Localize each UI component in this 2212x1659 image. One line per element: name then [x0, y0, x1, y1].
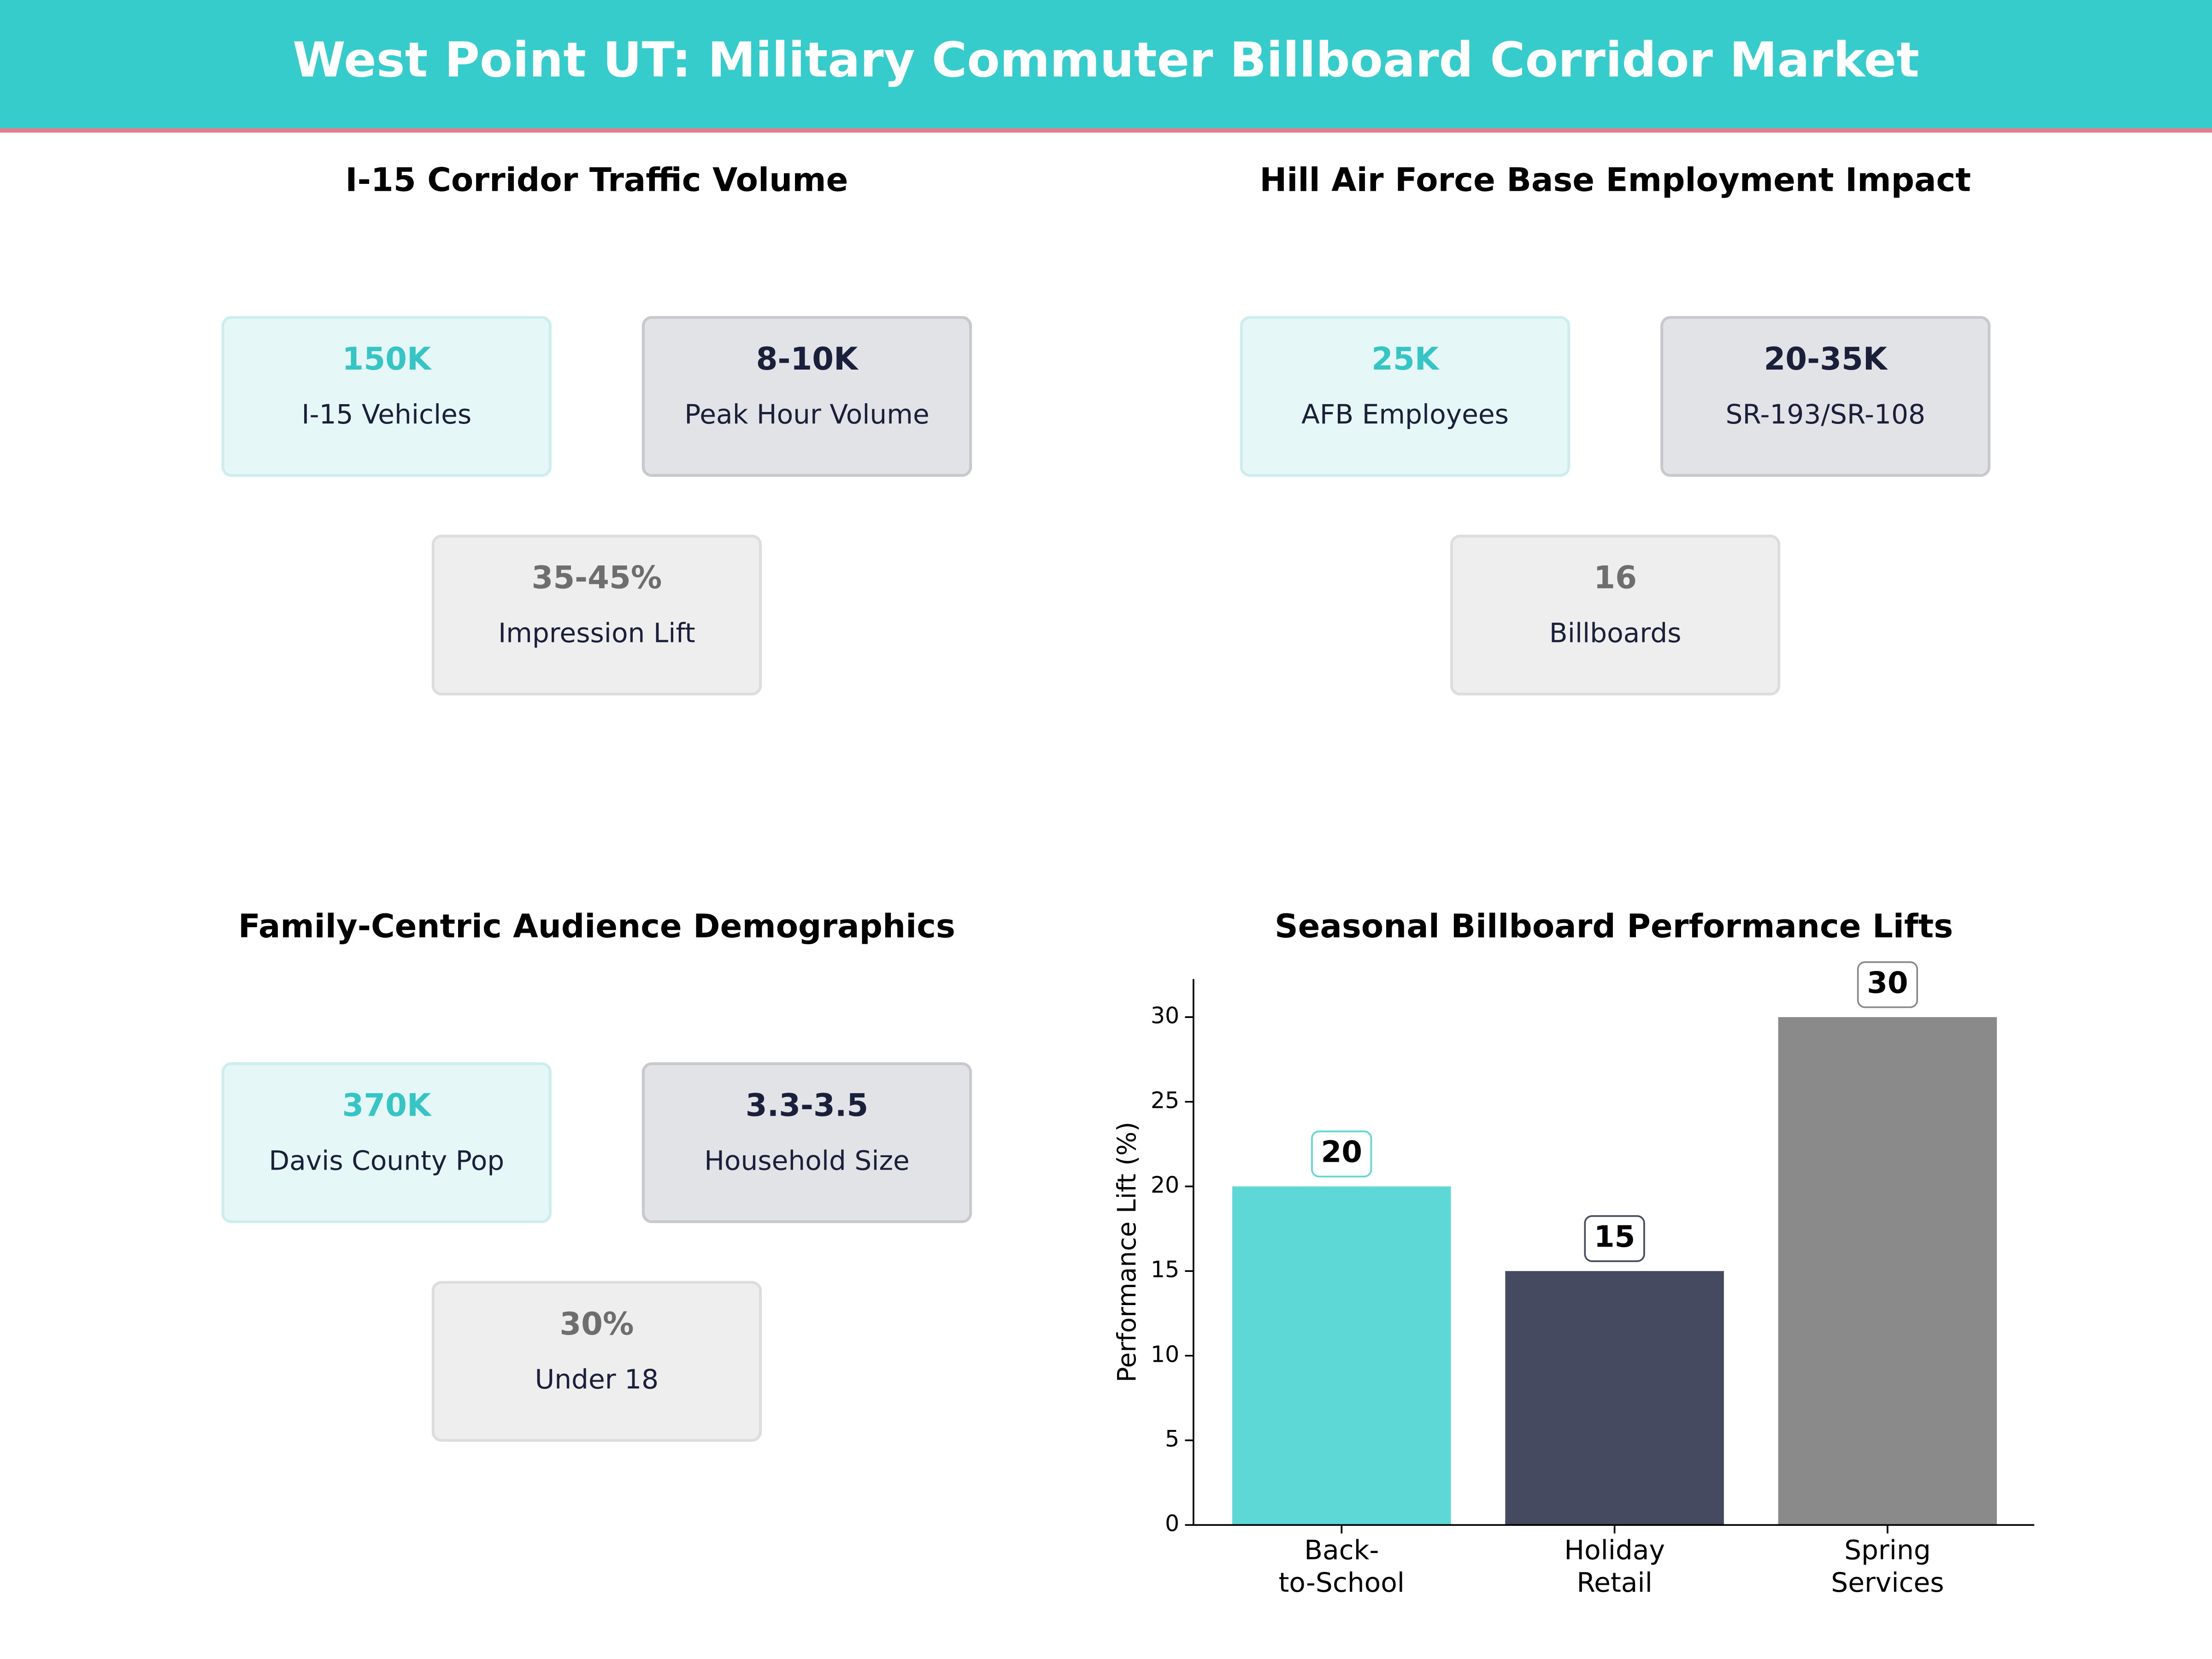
kpi-value: 8-10K — [756, 341, 859, 377]
kpi-value: 30% — [559, 1306, 634, 1342]
kpi-label: Billboards — [1549, 618, 1682, 649]
value-label: 30 — [1867, 965, 1908, 1000]
panel-title: Family-Centric Audience Demographics — [238, 907, 955, 945]
kpi-card — [641, 316, 972, 477]
x-tick-label: Spring Services — [1831, 1534, 1944, 1598]
kpi-value: 16 — [1594, 559, 1637, 596]
value-label-box — [1584, 1215, 1645, 1262]
header-rule — [0, 128, 2212, 133]
kpi-card — [431, 535, 762, 696]
panel-title: Hill Air Force Base Employment Impact — [1259, 161, 1971, 199]
kpi-label: Impression Lift — [498, 618, 695, 649]
kpi-label: Davis County Pop — [269, 1145, 504, 1177]
kpi-value: 370K — [342, 1087, 432, 1124]
y-tick-label: 30 — [1151, 1003, 1179, 1029]
kpi-card — [431, 1281, 762, 1442]
kpi-label: Peak Hour Volume — [684, 399, 929, 430]
y-tick-label: 20 — [1151, 1172, 1179, 1198]
y-axis-label: Performance Lift (%) — [1112, 1122, 1141, 1382]
kpi-value: 20-35K — [1764, 341, 1888, 377]
header-bar — [0, 0, 2212, 130]
bar — [1778, 1017, 1997, 1525]
y-tick-label: 15 — [1151, 1257, 1179, 1283]
kpi-card — [221, 316, 552, 477]
kpi-card — [1240, 316, 1571, 477]
y-tick-label: 5 — [1165, 1426, 1179, 1452]
kpi-label: AFB Employees — [1301, 399, 1509, 430]
x-tick-label: Holiday Retail — [1564, 1534, 1665, 1598]
page-title: West Point UT: Military Commuter Billboa… — [293, 32, 1919, 88]
value-label-box — [1311, 1130, 1372, 1177]
kpi-value: 150K — [342, 341, 432, 377]
value-label: 20 — [1321, 1135, 1362, 1170]
kpi-label: I-15 Vehicles — [301, 399, 471, 430]
value-label-box — [1857, 961, 1918, 1008]
value-label: 15 — [1594, 1219, 1635, 1254]
y-tick-label: 0 — [1165, 1511, 1179, 1537]
kpi-card — [1660, 316, 1991, 477]
kpi-value: 3.3-3.5 — [746, 1087, 868, 1124]
bar — [1505, 1271, 1724, 1525]
kpi-label: Household Size — [704, 1145, 910, 1177]
y-tick-label: 10 — [1151, 1341, 1179, 1367]
kpi-value: 25K — [1371, 341, 1440, 377]
x-tick-label: Back-to-School — [1278, 1534, 1405, 1598]
kpi-label: Under 18 — [535, 1364, 659, 1395]
kpi-value: 35-45% — [531, 559, 662, 596]
kpi-card — [641, 1062, 972, 1224]
bar — [1232, 1186, 1451, 1525]
kpi-card — [221, 1062, 552, 1224]
kpi-card — [1450, 535, 1781, 696]
panel-title: I-15 Corridor Traffic Volume — [345, 161, 848, 199]
chart-title: Seasonal Billboard Performance Lifts — [1275, 907, 1953, 945]
y-tick-label: 25 — [1151, 1087, 1179, 1113]
kpi-label: SR-193/SR-108 — [1725, 399, 1925, 430]
